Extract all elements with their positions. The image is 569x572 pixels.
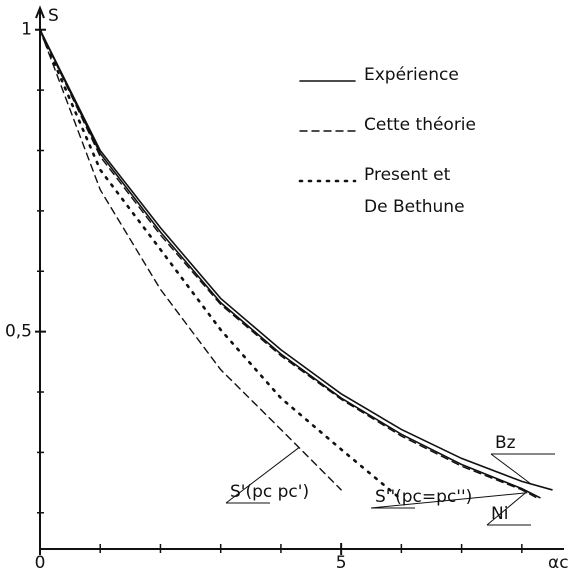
curve bbox=[39, 28, 541, 499]
legend-label: Expérience bbox=[364, 65, 459, 85]
curve bbox=[39, 29, 342, 491]
x-axis-label: αc bbox=[548, 553, 569, 572]
label-leader bbox=[370, 492, 528, 509]
label-leader bbox=[225, 447, 300, 504]
y-tick-label: 1 bbox=[21, 20, 32, 40]
curve-label: Bz bbox=[495, 433, 516, 453]
label-leader bbox=[490, 453, 532, 485]
y-arrow bbox=[35, 5, 45, 19]
curve-label: S''(pc=pc'') bbox=[375, 487, 472, 507]
x-tick-label: 0 bbox=[35, 553, 46, 572]
curve bbox=[39, 29, 541, 501]
y-tick-label: 0,5 bbox=[5, 322, 32, 342]
legend-label: Cette théorie bbox=[364, 115, 476, 135]
legend-label: Present et De Bethune bbox=[364, 165, 465, 217]
curve bbox=[38, 28, 403, 501]
label-leader bbox=[486, 490, 528, 526]
curve bbox=[39, 28, 553, 491]
curve-label: S'(pc pc') bbox=[230, 482, 309, 502]
y-axis-label: S bbox=[48, 6, 59, 26]
x-tick-label: 5 bbox=[336, 553, 347, 572]
